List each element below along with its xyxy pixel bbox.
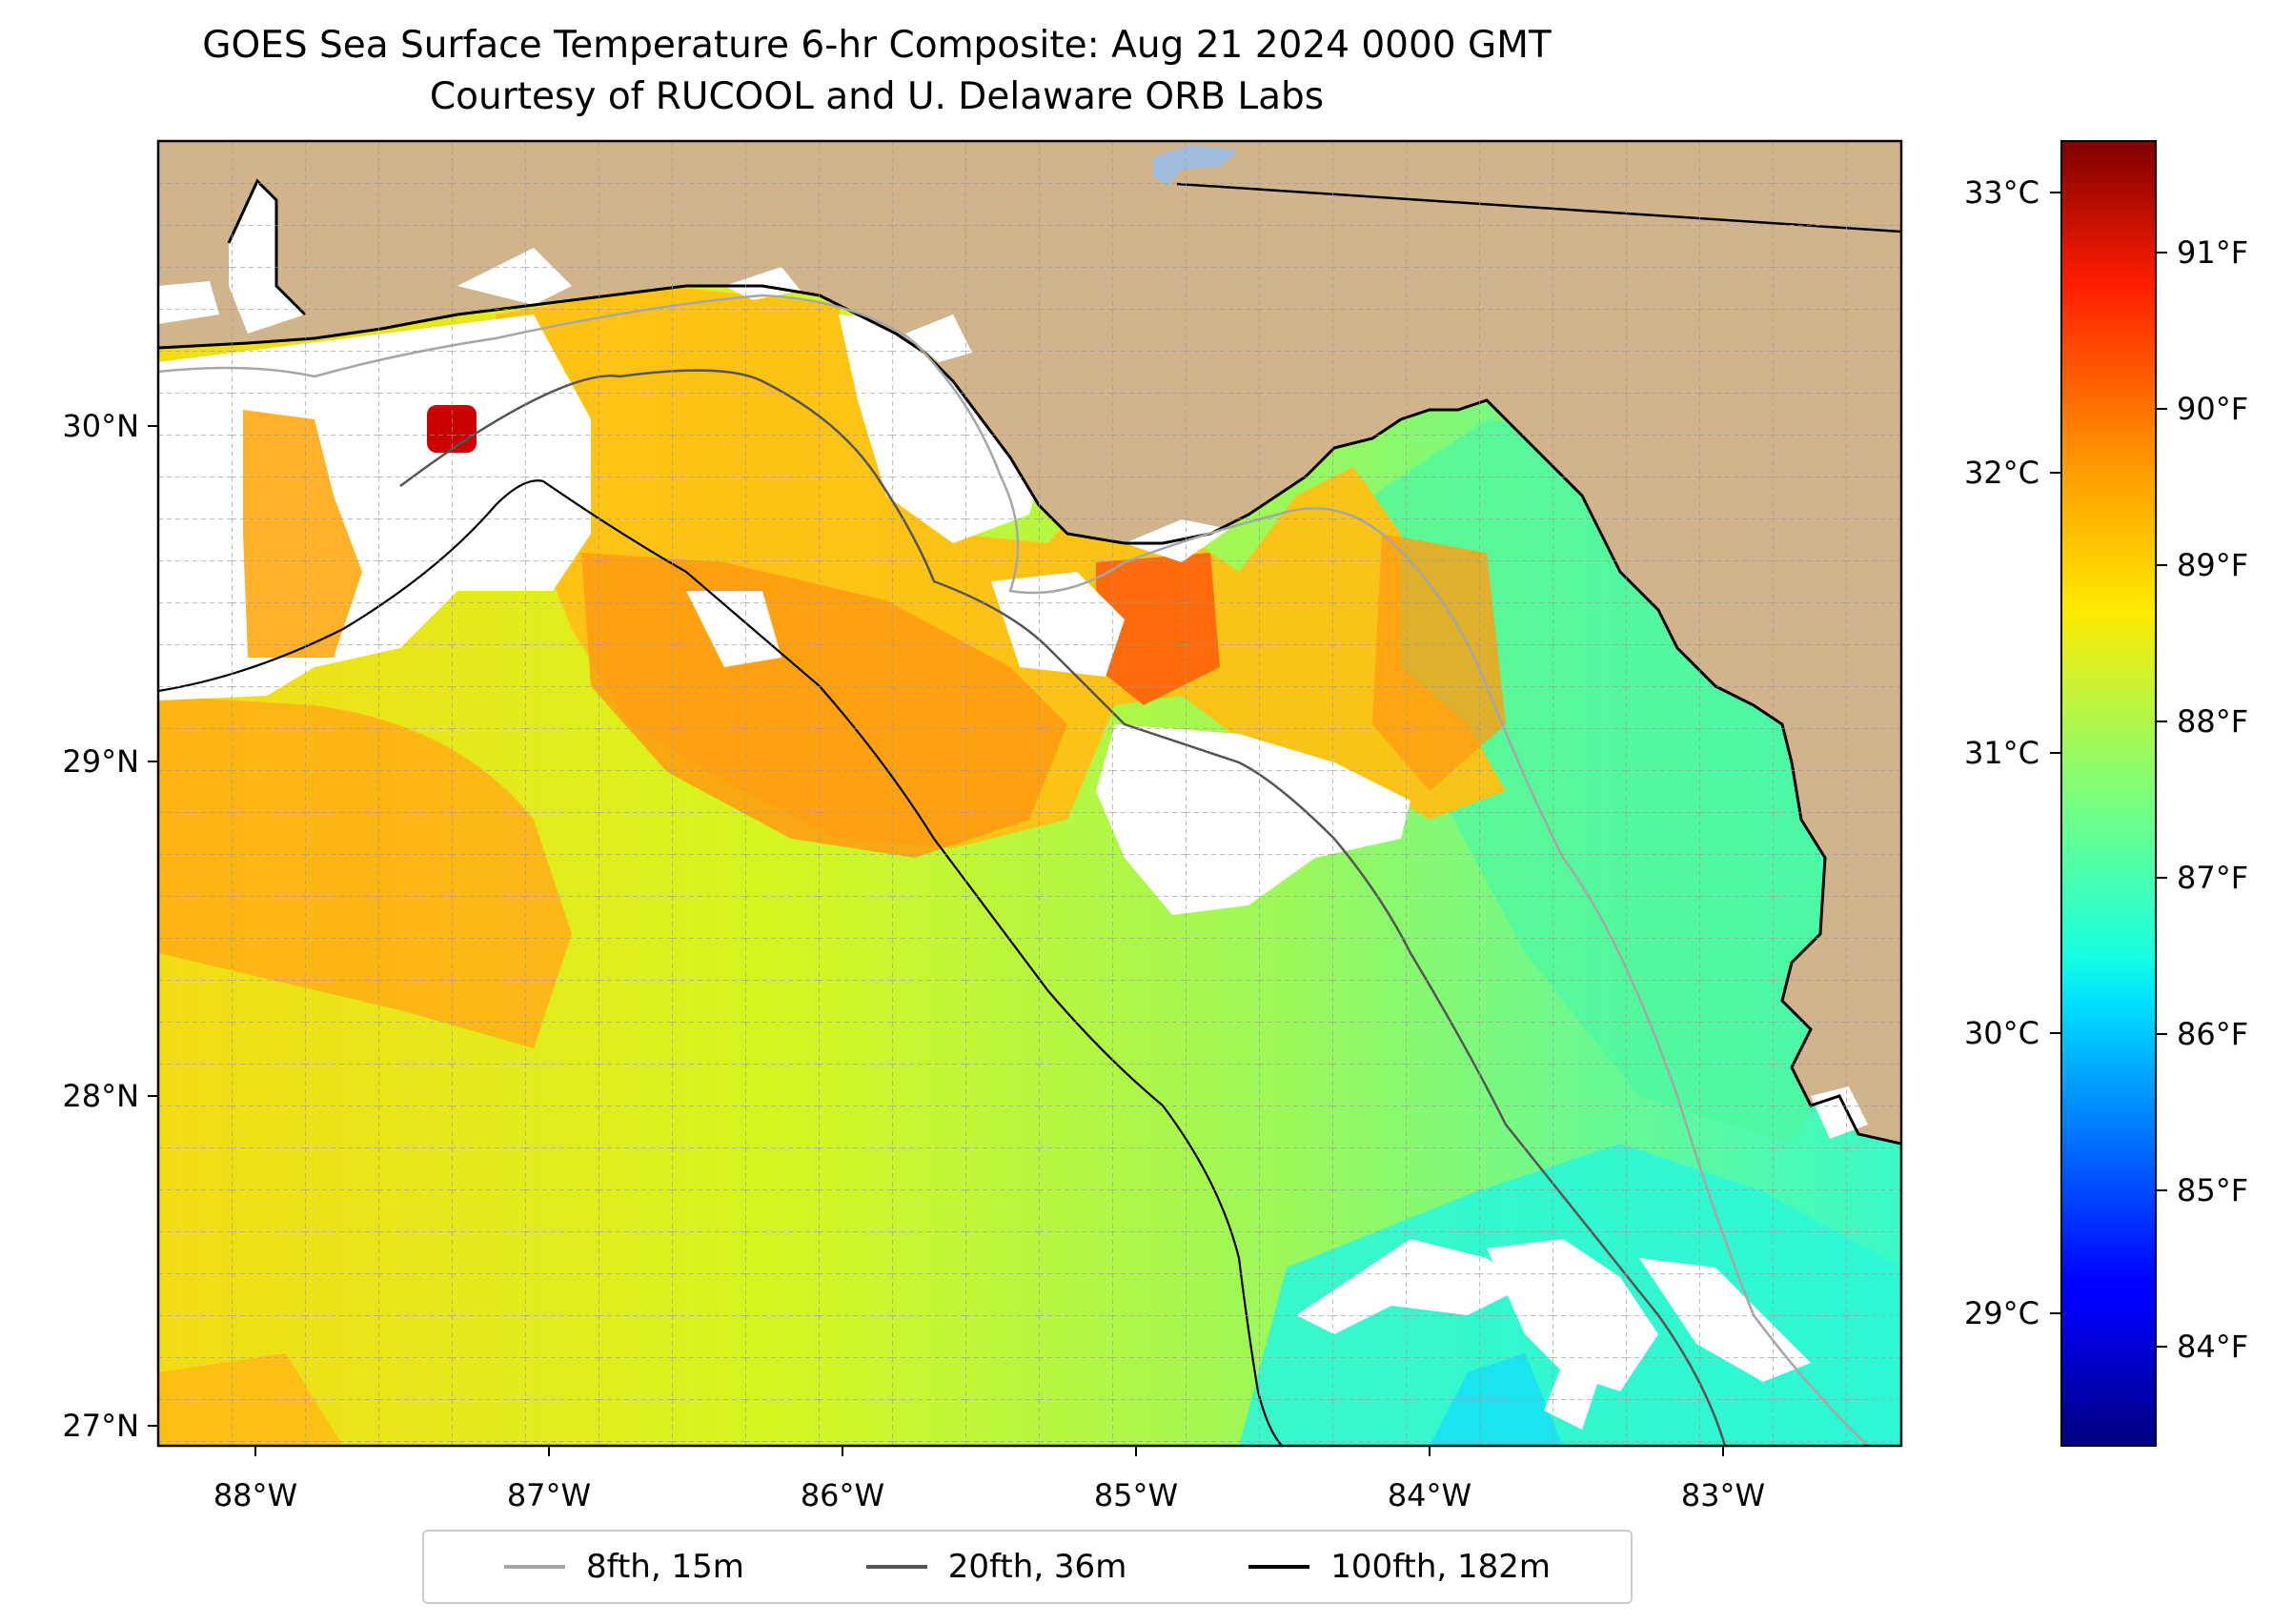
celsius-label: 30°C bbox=[1964, 1015, 2039, 1051]
lat-ticks bbox=[148, 425, 158, 1427]
colorbar bbox=[2061, 141, 2156, 1446]
lat-label: 27°N bbox=[62, 1408, 139, 1444]
lat-label: 28°N bbox=[62, 1078, 139, 1114]
celsius-label: 32°C bbox=[1964, 455, 2039, 491]
legend-swatch bbox=[503, 1565, 565, 1569]
celsius-label: 31°C bbox=[1964, 735, 2039, 771]
lon-label: 86°W bbox=[801, 1477, 884, 1513]
fahrenheit-label: 90°F bbox=[2177, 391, 2248, 427]
graticule bbox=[158, 141, 1901, 1446]
colorbar-frame bbox=[2060, 140, 2157, 1447]
legend-swatch bbox=[865, 1565, 927, 1569]
legend-item-20fth: 20fth, 36m bbox=[865, 1548, 1127, 1586]
fahrenheit-label: 88°F bbox=[2177, 703, 2248, 740]
legend-label: 8fth, 15m bbox=[585, 1548, 744, 1586]
legend-item-100fth: 100fth, 182m bbox=[1248, 1548, 1551, 1586]
fahrenheit-label: 86°F bbox=[2177, 1016, 2248, 1052]
legend-label: 20fth, 36m bbox=[947, 1548, 1127, 1586]
fahrenheit-label: 84°F bbox=[2177, 1329, 2248, 1365]
lon-label: 88°W bbox=[213, 1477, 297, 1513]
legend-item-8fth: 8fth, 15m bbox=[503, 1548, 744, 1586]
chart-title: GOES Sea Surface Temperature 6-hr Compos… bbox=[202, 24, 1552, 67]
chart-subtitle: Courtesy of RUCOOL and U. Delaware ORB L… bbox=[429, 75, 1325, 118]
lat-label: 30°N bbox=[62, 408, 139, 444]
fahrenheit-label: 85°F bbox=[2177, 1172, 2248, 1208]
fahrenheit-label: 87°F bbox=[2177, 860, 2248, 896]
lat-label: 29°N bbox=[62, 743, 139, 780]
lon-label: 87°W bbox=[507, 1477, 591, 1513]
celsius-label: 33°C bbox=[1964, 174, 2039, 211]
legend-swatch bbox=[1248, 1565, 1310, 1569]
lon-label: 85°W bbox=[1094, 1477, 1178, 1513]
contour-legend: 8fth, 15m 20fth, 36m 100fth, 182m bbox=[422, 1530, 1633, 1604]
fahrenheit-ticks bbox=[2156, 252, 2167, 1348]
lon-ticks bbox=[254, 1446, 1724, 1456]
celsius-label: 29°C bbox=[1964, 1295, 2039, 1331]
fahrenheit-label: 89°F bbox=[2177, 547, 2248, 583]
fahrenheit-label: 91°F bbox=[2177, 234, 2248, 271]
legend-label: 100fth, 182m bbox=[1330, 1548, 1552, 1586]
celsius-ticks bbox=[2050, 192, 2061, 1314]
map-frame bbox=[156, 139, 1903, 1448]
lon-label: 83°W bbox=[1681, 1477, 1765, 1513]
lon-label: 84°W bbox=[1388, 1477, 1471, 1513]
map-area bbox=[158, 141, 1901, 1446]
